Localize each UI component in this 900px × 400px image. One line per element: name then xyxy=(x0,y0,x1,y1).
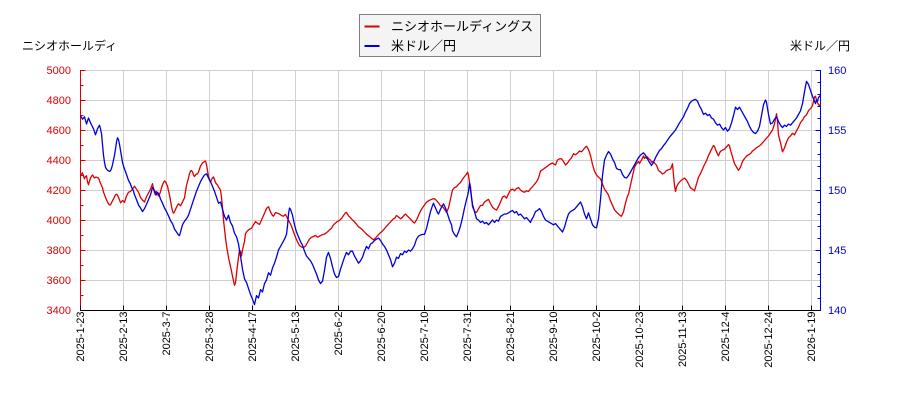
svg-text:2025-10-2: 2025-10-2 xyxy=(591,312,603,362)
svg-text:ニシオホールディングス: ニシオホールディングス xyxy=(391,19,533,34)
svg-text:150: 150 xyxy=(828,185,846,197)
svg-text:米ドル／円: 米ドル／円 xyxy=(790,39,850,53)
svg-text:2025-3-28: 2025-3-28 xyxy=(204,312,216,362)
svg-text:160: 160 xyxy=(828,65,846,77)
svg-text:4200: 4200 xyxy=(47,185,71,197)
svg-text:4800: 4800 xyxy=(47,95,71,107)
svg-text:2025-10-23: 2025-10-23 xyxy=(634,312,646,368)
svg-text:5000: 5000 xyxy=(47,65,71,77)
svg-text:140: 140 xyxy=(828,305,846,317)
svg-text:2025-6-20: 2025-6-20 xyxy=(376,312,388,362)
svg-text:2025-2-13: 2025-2-13 xyxy=(118,312,130,362)
svg-text:145: 145 xyxy=(828,245,846,257)
svg-text:ニシオホールディ: ニシオホールディ xyxy=(22,38,117,53)
svg-text:2025-12-24: 2025-12-24 xyxy=(763,312,775,368)
svg-text:2026-1-19: 2026-1-19 xyxy=(806,312,818,362)
svg-text:4000: 4000 xyxy=(47,215,71,227)
svg-text:2025-11-13: 2025-11-13 xyxy=(677,312,689,367)
svg-text:2025-8-21: 2025-8-21 xyxy=(505,312,517,362)
svg-text:2025-4-17: 2025-4-17 xyxy=(247,312,259,362)
svg-text:2025-7-10: 2025-7-10 xyxy=(419,312,431,362)
svg-text:2025-3-7: 2025-3-7 xyxy=(161,312,173,356)
svg-text:2025-9-10: 2025-9-10 xyxy=(548,312,560,362)
svg-text:2025-5-13: 2025-5-13 xyxy=(290,312,302,362)
svg-text:3800: 3800 xyxy=(47,245,71,257)
svg-text:2025-1-23: 2025-1-23 xyxy=(75,312,87,362)
svg-text:3400: 3400 xyxy=(47,305,71,317)
svg-text:4600: 4600 xyxy=(47,125,71,137)
svg-text:米ドル／円: 米ドル／円 xyxy=(391,39,456,54)
svg-text:2025-12-4: 2025-12-4 xyxy=(720,312,732,362)
svg-text:4400: 4400 xyxy=(47,155,71,167)
svg-text:2025-7-31: 2025-7-31 xyxy=(462,312,474,362)
svg-text:3600: 3600 xyxy=(47,275,71,287)
svg-text:2025-6-2: 2025-6-2 xyxy=(333,312,345,356)
svg-text:155: 155 xyxy=(828,125,846,137)
